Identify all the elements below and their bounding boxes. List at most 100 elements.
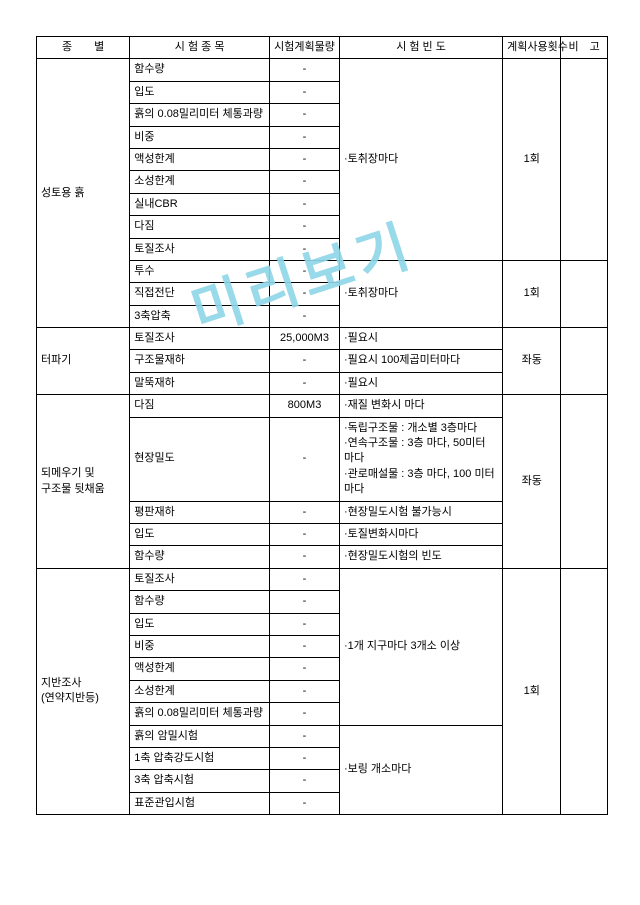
table-row: 지반조사(연약지반등)토질조사-·1개 지구마다 3개소 이상1회 [37, 568, 608, 590]
count-cell: 좌동 [503, 395, 561, 569]
item-cell: 액성한계 [130, 658, 270, 680]
freq-cell: ·토질변화시마다 [339, 523, 502, 545]
qty-cell: - [270, 216, 340, 238]
item-cell: 소성한계 [130, 171, 270, 193]
freq-cell: ·현장밀도시험의 빈도 [339, 546, 502, 568]
item-cell: 함수량 [130, 591, 270, 613]
freq-cell: ·현장밀도시험 불가능시 [339, 501, 502, 523]
qty-cell: - [270, 613, 340, 635]
item-cell: 흙의 0.08밀리미터 체통과량 [130, 104, 270, 126]
item-cell: 토질조사 [130, 328, 270, 350]
hdr-category: 종 별 [37, 37, 130, 59]
freq-cell: ·필요시 100제곱미터마다 [339, 350, 502, 372]
bigo-cell [561, 328, 608, 395]
freq-cell: ·1개 지구마다 3개소 이상 [339, 568, 502, 725]
count-cell: 1회 [503, 568, 561, 814]
bigo-cell [561, 59, 608, 261]
inspection-table: 종 별 시 험 종 목 시험계획물량 시 험 빈 도 계획사용횟수 비 고 성토… [36, 36, 608, 815]
freq-cell: ·토취장마다 [339, 59, 502, 261]
item-cell: 직접전단 [130, 283, 270, 305]
qty-cell: - [270, 770, 340, 792]
qty-cell: - [270, 501, 340, 523]
qty-cell: - [270, 104, 340, 126]
qty-cell: - [270, 193, 340, 215]
count-cell: 좌동 [503, 328, 561, 395]
qty-cell: - [270, 568, 340, 590]
item-cell: 다짐 [130, 395, 270, 417]
table-row: 터파기토질조사25,000M3·필요시좌동 [37, 328, 608, 350]
qty-cell: - [270, 680, 340, 702]
freq-cell: ·필요시 [339, 328, 502, 350]
qty-cell: - [270, 591, 340, 613]
category-cell: 지반조사(연약지반등) [37, 568, 130, 814]
freq-cell: ·토취장마다 [339, 260, 502, 327]
qty-cell: - [270, 126, 340, 148]
qty-cell: - [270, 260, 340, 282]
item-cell: 실내CBR [130, 193, 270, 215]
freq-cell: ·보링 개소마다 [339, 725, 502, 815]
hdr-qty: 시험계획물량 [270, 37, 340, 59]
bigo-cell [561, 568, 608, 814]
item-cell: 구조물재하 [130, 350, 270, 372]
bigo-cell [561, 260, 608, 327]
qty-cell: - [270, 792, 340, 814]
table-header-row: 종 별 시 험 종 목 시험계획물량 시 험 빈 도 계획사용횟수 비 고 [37, 37, 608, 59]
hdr-count: 계획사용횟수 [503, 37, 561, 59]
qty-cell: - [270, 417, 340, 501]
item-cell: 토질조사 [130, 238, 270, 260]
item-cell: 1축 압축강도시험 [130, 747, 270, 769]
qty-cell: - [270, 238, 340, 260]
qty-cell: - [270, 171, 340, 193]
item-cell: 3축 압축시험 [130, 770, 270, 792]
qty-cell: - [270, 350, 340, 372]
count-cell: 1회 [503, 59, 561, 261]
hdr-freq: 시 험 빈 도 [339, 37, 502, 59]
hdr-item: 시 험 종 목 [130, 37, 270, 59]
item-cell: 평판재하 [130, 501, 270, 523]
item-cell: 토질조사 [130, 568, 270, 590]
category-cell: 되메우기 및 구조물 뒷채움 [37, 395, 130, 569]
bigo-cell [561, 395, 608, 569]
qty-cell: 25,000M3 [270, 328, 340, 350]
qty-cell: - [270, 148, 340, 170]
qty-cell: - [270, 81, 340, 103]
item-cell: 입도 [130, 613, 270, 635]
freq-cell: ·필요시 [339, 372, 502, 394]
qty-cell: - [270, 703, 340, 725]
item-cell: 투수 [130, 260, 270, 282]
item-cell: 다짐 [130, 216, 270, 238]
item-cell: 3축압축 [130, 305, 270, 327]
qty-cell: - [270, 725, 340, 747]
item-cell: 비중 [130, 126, 270, 148]
category-cell: 성토용 흙 [37, 59, 130, 328]
qty-cell: - [270, 59, 340, 81]
item-cell: 말뚝재하 [130, 372, 270, 394]
qty-cell: - [270, 283, 340, 305]
freq-cell: ·재질 변화시 마다 [339, 395, 502, 417]
item-cell: 표준관입시험 [130, 792, 270, 814]
qty-cell: - [270, 658, 340, 680]
qty-cell: - [270, 305, 340, 327]
table-row: 되메우기 및 구조물 뒷채움다짐800M3·재질 변화시 마다좌동 [37, 395, 608, 417]
qty-cell: - [270, 635, 340, 657]
category-cell: 터파기 [37, 328, 130, 395]
qty-cell: - [270, 747, 340, 769]
item-cell: 함수량 [130, 59, 270, 81]
item-cell: 흙의 0.08밀리미터 체통과량 [130, 703, 270, 725]
qty-cell: - [270, 372, 340, 394]
qty-cell: - [270, 546, 340, 568]
table-row: 성토용 흙함수량-·토취장마다1회 [37, 59, 608, 81]
item-cell: 입도 [130, 81, 270, 103]
item-cell: 소성한계 [130, 680, 270, 702]
item-cell: 흙의 암밀시험 [130, 725, 270, 747]
item-cell: 액성한계 [130, 148, 270, 170]
freq-cell: ·독립구조물 : 개소별 3층마다·연속구조물 : 3층 마다, 50미터 마다… [339, 417, 502, 501]
item-cell: 입도 [130, 523, 270, 545]
item-cell: 현장밀도 [130, 417, 270, 501]
qty-cell: 800M3 [270, 395, 340, 417]
item-cell: 함수량 [130, 546, 270, 568]
page: 미리보기 종 별 시 험 종 목 시험계획물량 시 험 빈 도 계획사용횟수 비… [0, 0, 640, 905]
count-cell: 1회 [503, 260, 561, 327]
item-cell: 비중 [130, 635, 270, 657]
qty-cell: - [270, 523, 340, 545]
